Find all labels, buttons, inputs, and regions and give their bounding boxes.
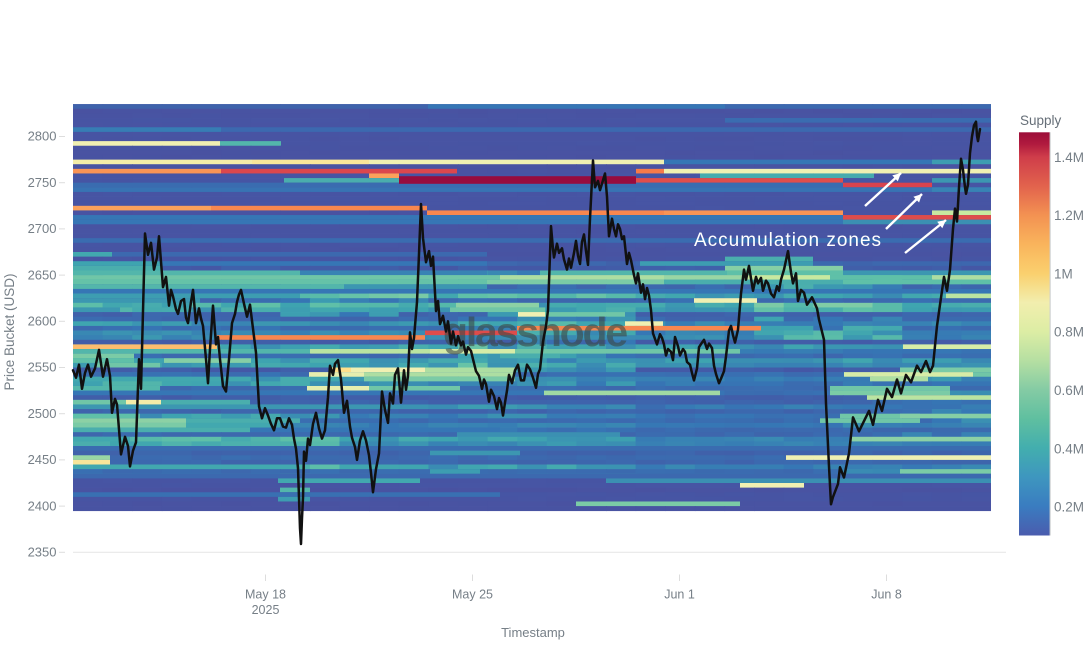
svg-text:2450: 2450	[28, 452, 57, 467]
svg-text:Jun 8: Jun 8	[871, 588, 902, 602]
svg-text:1.2M: 1.2M	[1054, 208, 1084, 223]
svg-text:2400: 2400	[28, 498, 57, 513]
svg-text:2700: 2700	[28, 221, 57, 236]
svg-text:May 25: May 25	[452, 588, 493, 602]
svg-text:2550: 2550	[28, 360, 57, 375]
svg-text:2500: 2500	[28, 406, 57, 421]
svg-text:0.8M: 0.8M	[1054, 325, 1084, 340]
svg-text:2750: 2750	[28, 175, 57, 190]
svg-text:2025: 2025	[252, 603, 280, 617]
svg-text:Jun 1: Jun 1	[664, 588, 695, 602]
svg-text:1.4M: 1.4M	[1054, 150, 1084, 165]
svg-text:Price Bucket (USD): Price Bucket (USD)	[2, 273, 17, 390]
svg-text:May 18: May 18	[245, 588, 286, 602]
svg-text:2350: 2350	[28, 545, 57, 560]
svg-text:glassnode: glassnode	[443, 309, 627, 355]
svg-text:Accumulation zones: Accumulation zones	[694, 230, 882, 251]
svg-text:Timestamp: Timestamp	[501, 625, 565, 640]
svg-text:2650: 2650	[28, 267, 57, 282]
svg-text:0.2M: 0.2M	[1054, 499, 1084, 514]
svg-text:2600: 2600	[28, 314, 57, 329]
svg-text:1M: 1M	[1054, 266, 1073, 281]
svg-text:0.6M: 0.6M	[1054, 383, 1084, 398]
svg-text:Supply: Supply	[1020, 113, 1062, 128]
svg-text:2800: 2800	[28, 129, 57, 144]
svg-text:0.4M: 0.4M	[1054, 441, 1084, 456]
